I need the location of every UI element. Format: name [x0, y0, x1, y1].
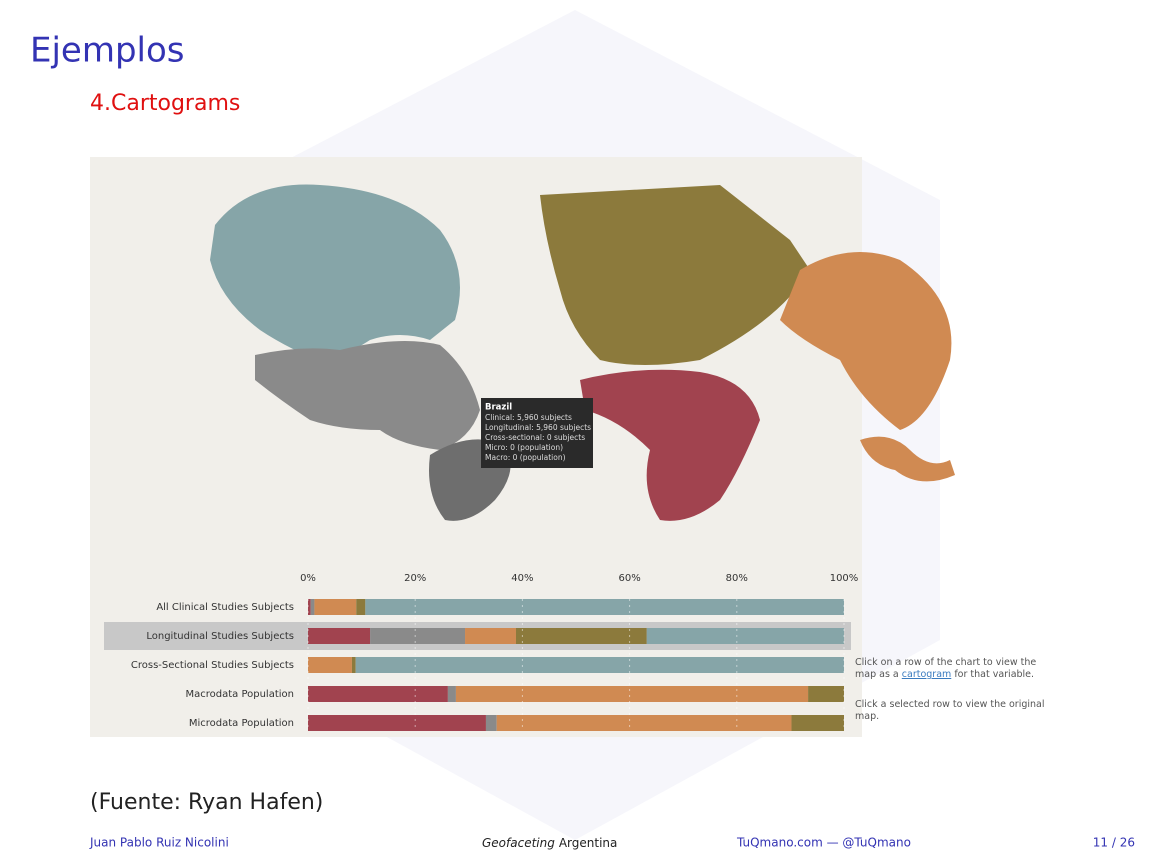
- tooltip-line: Macro: 0 (population): [485, 453, 566, 462]
- note-text: Click on a row of the chart to view the …: [855, 657, 1037, 680]
- bar-segment: [496, 715, 792, 731]
- category-label: Cross-Sectional Studies Subjects: [131, 660, 294, 671]
- x-tick-label: 80%: [726, 573, 748, 584]
- x-tick-label: 60%: [618, 573, 640, 584]
- bar-segment: [308, 599, 311, 615]
- x-tick-label: 0%: [300, 573, 316, 584]
- bar-segment: [308, 686, 448, 702]
- bar-segment: [308, 657, 352, 673]
- tooltip-line: Longitudinal: 5,960 subjects: [485, 423, 591, 432]
- bar-segment: [356, 599, 366, 615]
- category-label: Longitudinal Studies Subjects: [146, 631, 294, 642]
- category-label: Macrodata Population: [185, 689, 294, 700]
- bar-segment: [485, 715, 497, 731]
- tooltip-line: Clinical: 5,960 subjects: [485, 413, 572, 422]
- note: Click on a row of the chart to view the …: [855, 657, 1055, 681]
- bar-segment: [447, 686, 456, 702]
- stacked-bar-chart: All Clinical Studies Subjects Longitudina…: [131, 573, 858, 731]
- footer-site: TuQmano.com — @TuQmano: [736, 836, 911, 850]
- footer-talk: Geofaceting Argentina: [482, 836, 617, 850]
- category-label: Microdata Population: [189, 718, 294, 729]
- tooltip-box: [481, 398, 593, 468]
- x-tick-label: 100%: [830, 573, 859, 584]
- footer-talk-emphasis: Geofaceting: [482, 836, 555, 850]
- islands: [860, 436, 955, 482]
- note: Click a selected row to view the origina…: [855, 699, 1055, 723]
- europe: [540, 185, 810, 365]
- north-america: [210, 184, 460, 365]
- note-text: for that variable.: [954, 669, 1035, 680]
- bar-segment: [515, 628, 647, 644]
- bar-segment: [351, 657, 356, 673]
- bar-segment: [355, 657, 844, 673]
- slide-title: Ejemplos: [30, 31, 185, 71]
- bar-segment: [308, 628, 371, 644]
- bar-segment: [365, 599, 844, 615]
- tooltip-title: Brazil: [485, 403, 512, 413]
- note-text: Click a selected row to view the origina…: [855, 699, 1045, 722]
- bar-segment: [808, 686, 844, 702]
- x-tick-label: 20%: [404, 573, 426, 584]
- bar-segment: [646, 628, 844, 644]
- asia: [780, 252, 952, 430]
- cartogram-map: [210, 184, 955, 521]
- bar-segment: [455, 686, 809, 702]
- bar-segment: [308, 715, 486, 731]
- central-america: [255, 341, 480, 450]
- x-tick-label: 40%: [511, 573, 533, 584]
- bar-segment: [370, 628, 466, 644]
- cartogram-link[interactable]: cartogram: [901, 669, 952, 680]
- slide-subtitle: 4.Cartograms: [90, 91, 240, 116]
- source: (Fuente: Ryan Hafen): [90, 790, 323, 815]
- bar-segment: [465, 628, 516, 644]
- bar-segment: [791, 715, 844, 731]
- bar-segment: [310, 599, 315, 615]
- tooltip-line: Cross-sectional: 0 subjects: [485, 433, 585, 442]
- footer-talk-rest: Argentina: [559, 836, 618, 850]
- footer-author: Juan Pablo Ruiz Nicolini: [89, 836, 229, 850]
- category-label: All Clinical Studies Subjects: [156, 602, 294, 613]
- bar-segment: [314, 599, 357, 615]
- tooltip-line: Micro: 0 (population): [485, 443, 563, 452]
- africa: [580, 369, 760, 521]
- footer-page: 11 / 26: [1093, 836, 1135, 850]
